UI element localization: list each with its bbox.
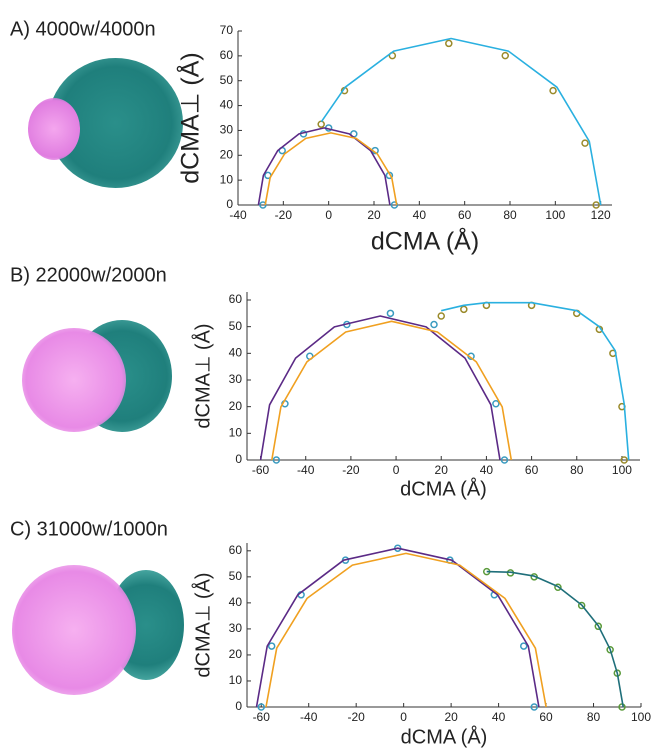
data-point (492, 399, 500, 408)
y-tick-label: 20 (220, 147, 234, 161)
x-tick-label: 40 (413, 208, 427, 222)
molecule-nanodroplet (28, 98, 80, 160)
y-tick-label: 20 (229, 647, 243, 661)
x-tick-label: 80 (503, 208, 517, 222)
x-tick-label: 0 (325, 208, 332, 222)
data-point (592, 201, 600, 209)
x-tick-label: 0 (393, 463, 400, 477)
x-tick-label: -60 (253, 710, 271, 724)
y-tick-label: 70 (220, 23, 234, 37)
molecule-nanodroplet (22, 328, 126, 432)
data-point (530, 703, 538, 711)
data-point (460, 305, 468, 314)
fit-curve (320, 37, 602, 206)
y-tick-label: 60 (229, 292, 243, 306)
fit-curve (255, 547, 540, 708)
y-tick-label: 40 (229, 346, 243, 360)
data-point (437, 312, 445, 320)
data-point (317, 120, 325, 128)
x-tick-label: -40 (297, 463, 315, 477)
data-point (549, 86, 557, 95)
x-tick-label: 120 (591, 208, 611, 222)
y-tick-label: 10 (220, 172, 234, 186)
x-tick-label: -20 (275, 208, 293, 222)
panel-title: A) 4000w/4000n (10, 18, 156, 40)
x-tick-label: 100 (545, 208, 565, 222)
y-tick-label: 60 (229, 543, 243, 557)
x-tick-label: -40 (300, 710, 318, 724)
data-point (581, 139, 589, 147)
y-tick-label: 30 (229, 372, 243, 386)
fit-curve (486, 570, 624, 708)
fit-curve (259, 315, 501, 461)
data-point (620, 456, 628, 464)
y-tick-label: 10 (229, 426, 243, 440)
fit-curve (441, 301, 630, 461)
data-point (577, 601, 586, 610)
y-tick-label: 0 (235, 699, 242, 713)
y-tick-label: 30 (220, 123, 234, 137)
data-point (267, 642, 276, 650)
data-point (594, 622, 603, 631)
x-tick-label: 60 (539, 710, 553, 724)
x-tick-label: 80 (587, 710, 601, 724)
fit-curve (264, 132, 398, 206)
fit-curve (271, 320, 513, 461)
y-axis-label: dCMA⊥ (Å) (191, 572, 214, 677)
data-point (554, 583, 562, 592)
x-tick-label: -60 (252, 463, 270, 477)
y-tick-label: 40 (220, 98, 234, 112)
x-tick-label: -20 (348, 710, 366, 724)
y-tick-label: 0 (235, 452, 242, 466)
y-axis-label: dCMA⊥ (Å) (175, 52, 205, 184)
x-tick-label: 100 (631, 710, 651, 724)
y-tick-label: 50 (229, 319, 243, 333)
data-point (430, 320, 438, 329)
x-tick-label: 40 (480, 463, 494, 477)
fit-curve (265, 552, 547, 708)
data-point (445, 39, 453, 48)
y-tick-label: 50 (220, 73, 234, 87)
x-tick-label: 20 (435, 463, 449, 477)
x-tick-label: 80 (570, 463, 584, 477)
x-tick-label: 100 (612, 463, 632, 477)
panel-title: C) 31000w/1000n (10, 518, 168, 540)
x-tick-label: 60 (458, 208, 472, 222)
fit-curve (257, 127, 391, 206)
panel-title: B) 22000w/2000n (10, 264, 167, 286)
x-tick-label: -20 (342, 463, 360, 477)
data-point (519, 642, 528, 650)
data-point (500, 456, 509, 464)
x-tick-label: 20 (367, 208, 381, 222)
x-tick-label: 40 (492, 710, 506, 724)
data-point (272, 456, 281, 464)
x-tick-label: 20 (444, 710, 458, 724)
y-tick-label: 60 (220, 48, 234, 62)
y-tick-label: 0 (226, 197, 233, 211)
data-point (501, 51, 509, 60)
data-point (390, 201, 399, 209)
molecule-nanodroplet (12, 565, 136, 695)
x-axis-label: dCMA (Å) (371, 226, 479, 256)
x-axis-label: dCMA (Å) (400, 477, 487, 500)
y-tick-label: 50 (229, 569, 243, 583)
x-axis-label: dCMA (Å) (401, 725, 488, 748)
data-point (386, 309, 395, 318)
y-tick-label: 10 (229, 673, 243, 687)
data-point (606, 645, 614, 654)
x-tick-label: 60 (525, 463, 539, 477)
y-tick-label: 20 (229, 399, 243, 413)
y-tick-label: 40 (229, 595, 243, 609)
y-axis-label: dCMA⊥ (Å) (191, 323, 214, 428)
x-tick-label: -40 (229, 208, 247, 222)
x-tick-label: 0 (400, 710, 407, 724)
data-point (257, 703, 265, 711)
y-tick-label: 30 (229, 621, 243, 635)
